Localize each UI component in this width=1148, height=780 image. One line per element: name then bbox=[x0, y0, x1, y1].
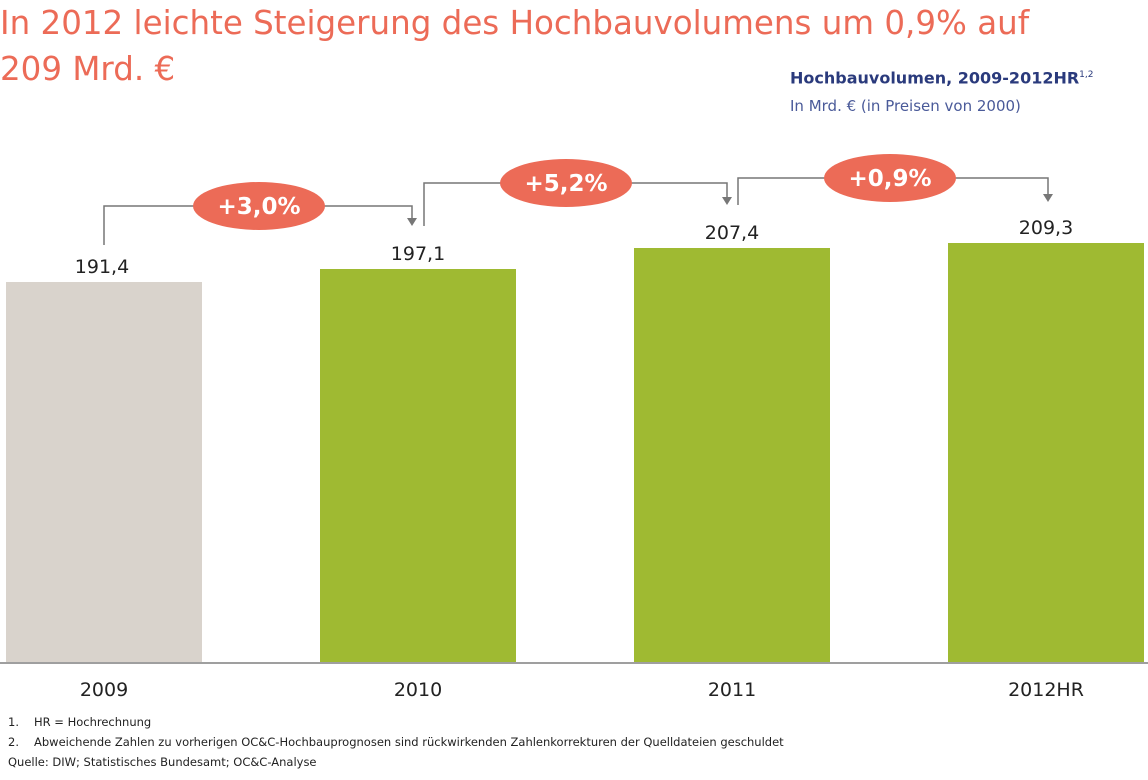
value-label-2009: 191,4 bbox=[75, 256, 129, 278]
chart-unit-label: In Mrd. € (in Preisen von 2000) bbox=[790, 97, 1021, 116]
x-tick-label-2012HR: 2012HR bbox=[1008, 679, 1084, 701]
source-note: Quelle: DIW; Statistisches Bundesamt; OC… bbox=[8, 755, 317, 769]
growth-pill-2 bbox=[500, 159, 632, 207]
bar-2012HR bbox=[948, 243, 1144, 662]
chart-subtitle: Hochbauvolumen, 2009-2012HR1,2 In Mrd. €… bbox=[790, 64, 1094, 117]
growth-label-2: +5,2% bbox=[524, 171, 607, 197]
chart-title: Hochbauvolumen, 2009-2012HR1,2 bbox=[790, 68, 1094, 88]
growth-pill-1 bbox=[193, 182, 325, 230]
growth-label-1: +3,0% bbox=[217, 194, 300, 220]
x-tick-label-2009: 2009 bbox=[80, 679, 128, 701]
value-label-2012HR: 209,3 bbox=[1019, 217, 1073, 239]
bar-2011 bbox=[634, 248, 830, 662]
value-label-2011: 207,4 bbox=[705, 222, 759, 244]
growth-arrowhead-1 bbox=[407, 218, 417, 226]
footnote-2: 2. Abweichende Zahlen zu vorherigen OC&C-… bbox=[8, 735, 784, 749]
bar-2010 bbox=[320, 269, 516, 662]
growth-pill-3 bbox=[824, 154, 956, 202]
footnote-1: 1. HR = Hochrechnung bbox=[8, 715, 152, 729]
growth-arrowhead-2 bbox=[722, 197, 732, 205]
footnotes: 1. HR = Hochrechnung 2. Abweichende Zahlen… bbox=[8, 712, 784, 772]
growth-arrowhead-3 bbox=[1043, 194, 1053, 202]
value-label-2010: 197,1 bbox=[391, 243, 445, 265]
page-title: In 2012 leichte Steigerung des Hochbauvo… bbox=[0, 4, 1030, 88]
x-tick-label-2011: 2011 bbox=[708, 679, 756, 701]
x-tick-label-2010: 2010 bbox=[394, 679, 442, 701]
growth-label-3: +0,9% bbox=[848, 166, 931, 192]
bar-2009 bbox=[6, 282, 202, 662]
